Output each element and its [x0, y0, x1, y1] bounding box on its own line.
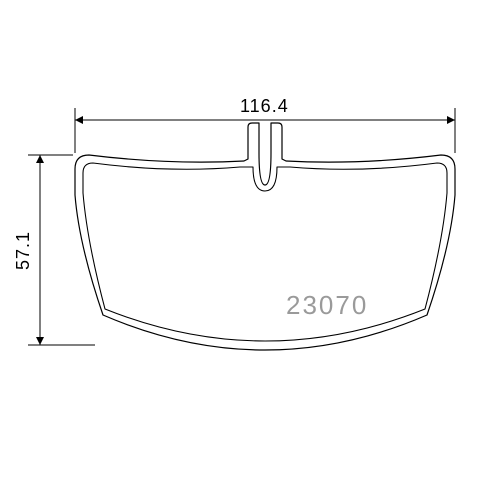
arrow-top	[36, 155, 44, 163]
drawing-canvas: 116.4 57.1 23070	[0, 0, 500, 500]
width-dimension-label: 116.4	[240, 96, 289, 117]
part-number-label: 23070	[286, 290, 368, 321]
arrow-bottom	[36, 337, 44, 345]
arrow-right	[447, 116, 455, 124]
diagram-svg	[0, 0, 500, 500]
arrow-left	[75, 116, 83, 124]
part-outline	[75, 123, 455, 350]
part-inner-outline	[83, 163, 447, 341]
height-dimension-label: 57.1	[13, 231, 34, 270]
